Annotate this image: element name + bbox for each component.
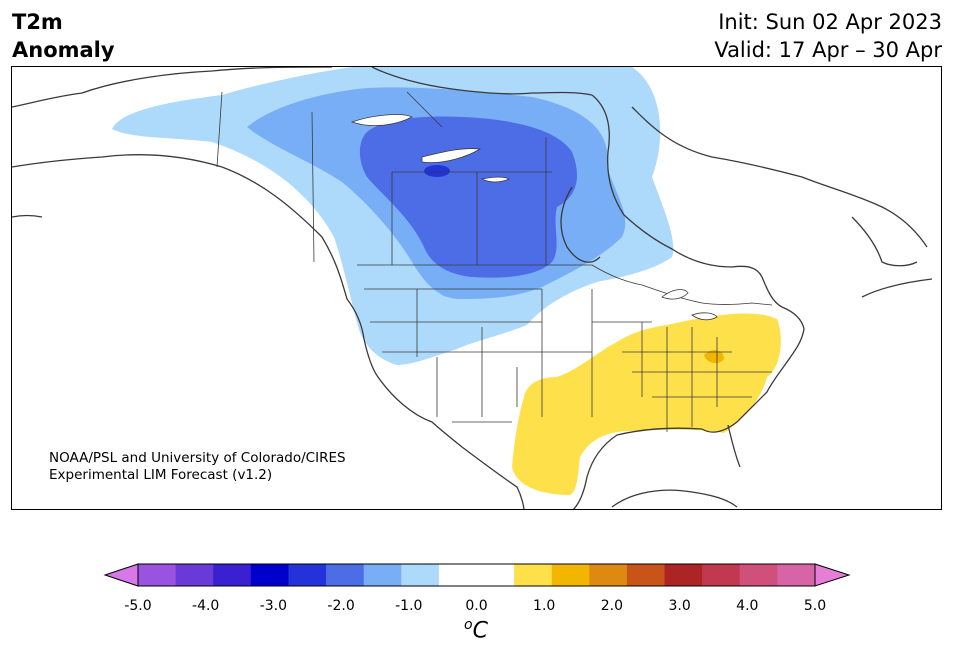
anomaly-region-cold-3	[359, 116, 577, 278]
colorbar-cell	[250, 564, 289, 586]
credit-line-2: Experimental LIM Forecast (v1.2)	[49, 467, 273, 483]
colorbar-cell	[626, 564, 666, 586]
colorbar-tick-label: 3.0	[668, 598, 691, 614]
map-canvas	[12, 67, 933, 509]
colorbar-outline	[137, 563, 816, 587]
colorbar-cell	[664, 564, 703, 586]
colorbar-cell	[514, 564, 553, 586]
colorbar-tick-label: -2.0	[327, 598, 355, 614]
coastlines	[12, 67, 933, 509]
colorbar-tick-label: 4.0	[736, 598, 759, 614]
anomaly-region-warm-2	[704, 350, 724, 364]
anomaly-region-warm-1	[512, 313, 781, 495]
colorbar-cell	[777, 564, 816, 586]
anomaly-region-cold-4	[424, 165, 450, 177]
colorbar-tick-label: -1.0	[395, 598, 423, 614]
colorbar-extend-right	[814, 563, 851, 587]
credit-text: NOAA/PSL and University of Colorado/CIRE…	[49, 450, 346, 484]
colorbar-cell	[175, 564, 214, 586]
colorbar-cell	[288, 564, 327, 586]
forecast-dates: Init: Sun 02 Apr 2023 Valid: 17 Apr – 30…	[714, 8, 942, 64]
colorbar-cell	[213, 564, 252, 586]
colorbar-tick-label: -4.0	[192, 598, 220, 614]
colorbar-cell	[702, 564, 741, 586]
colorbar-cell	[401, 564, 440, 586]
colorbar-tick-label: -5.0	[124, 598, 152, 614]
colorbar-cell	[138, 564, 177, 586]
colorbar-cell	[589, 564, 628, 586]
colorbar-tick-label: 0.0	[465, 598, 488, 614]
colorbar-tick-label: 1.0	[533, 598, 556, 614]
colorbar-cell	[739, 564, 778, 586]
colorbar-extend-left	[103, 563, 139, 587]
map-title: T2m Anomaly	[12, 8, 115, 64]
colorbar-cells	[138, 564, 816, 586]
colorbar-unit: oC	[464, 617, 488, 644]
colorbar-cell	[363, 564, 402, 586]
colorbar-cell	[476, 564, 515, 586]
colorbar-cell	[551, 564, 590, 586]
colorbar	[103, 563, 851, 587]
colorbar-tick-label: -3.0	[259, 598, 288, 614]
colorbar-tick-label: 5.0	[803, 598, 827, 614]
colorbar-cell	[326, 564, 365, 586]
credit-line-1: NOAA/PSL and University of Colorado/CIRE…	[49, 450, 346, 466]
valid-range: Valid: 17 Apr – 30 Apr	[714, 38, 942, 62]
variable-name: T2m	[12, 10, 63, 34]
colorbar-tick-label: 2.0	[600, 598, 624, 614]
anomaly-region-cold-2b	[437, 284, 458, 297]
init-date: Init: Sun 02 Apr 2023	[718, 10, 942, 34]
lakes	[350, 114, 718, 321]
forecast-map	[11, 66, 942, 510]
variable-subtitle: Anomaly	[12, 38, 115, 62]
colorbar-cell	[438, 564, 477, 586]
